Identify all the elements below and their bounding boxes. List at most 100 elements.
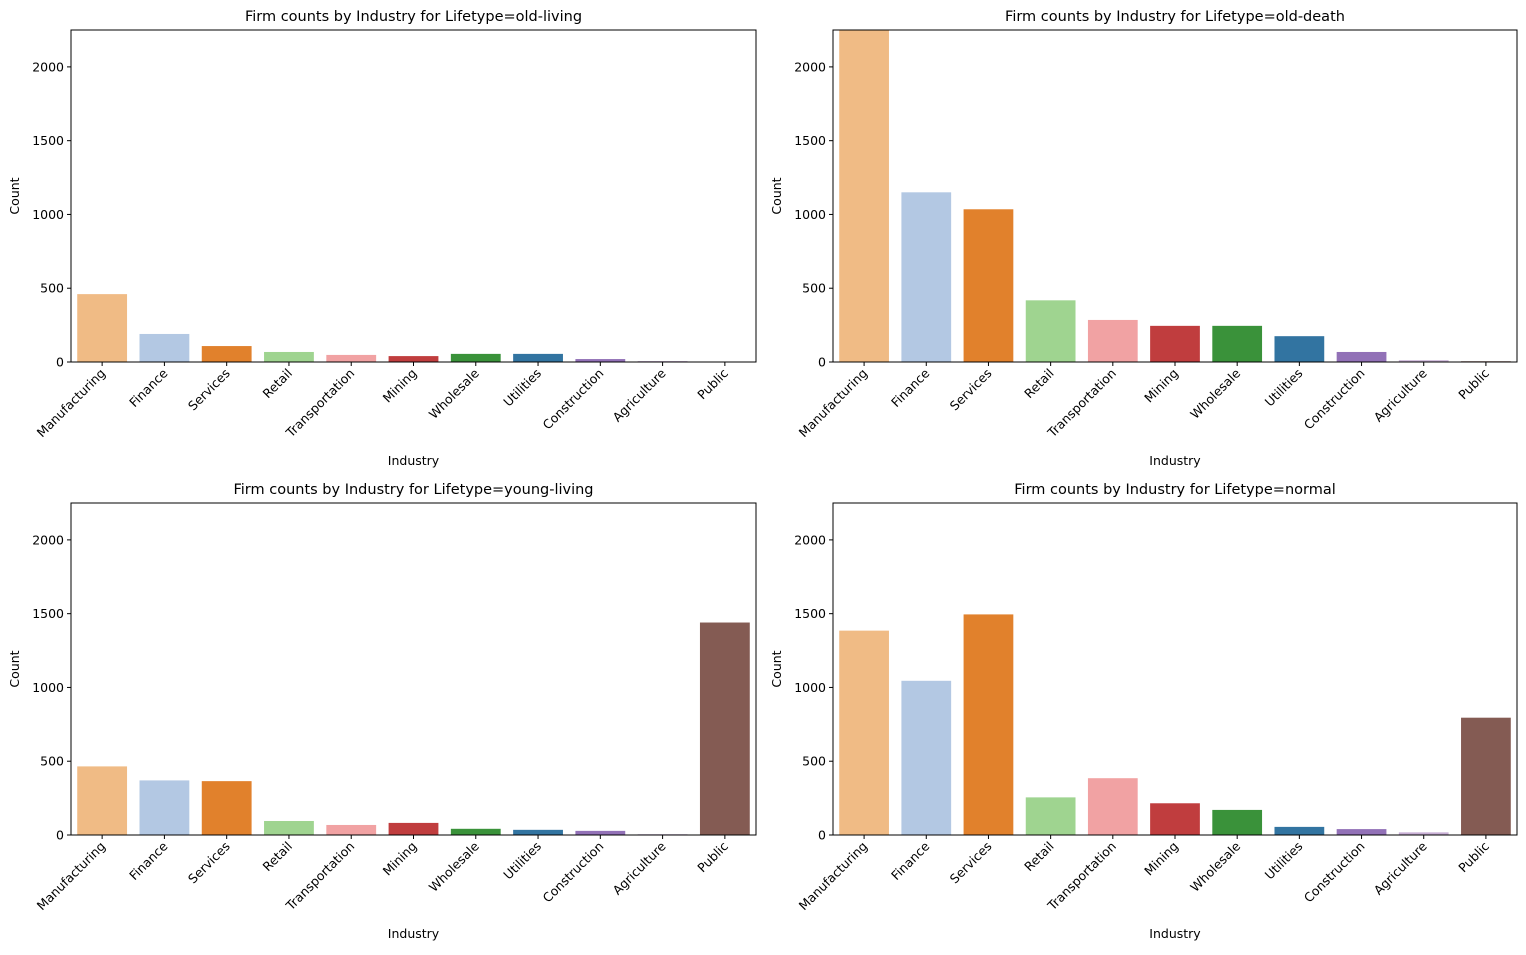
bar-construction: [1337, 352, 1387, 362]
bar-wholesale: [451, 354, 501, 362]
x-tick-label: Utilities: [500, 366, 544, 410]
y-tick-label: 1500: [32, 133, 64, 148]
y-axis-label: Count: [769, 177, 784, 214]
bar-retail: [1026, 797, 1076, 835]
bar-manufacturing: [839, 29, 889, 362]
bars: [839, 29, 1511, 362]
y-tick-label: 500: [40, 754, 64, 769]
bar-services: [964, 209, 1014, 362]
x-tick-label: Services: [185, 839, 233, 887]
x-tick-label: Utilities: [1262, 839, 1306, 883]
bar-manufacturing: [839, 631, 889, 835]
y-tick-label: 2000: [32, 532, 64, 547]
bars: [839, 614, 1511, 835]
x-tick-label: Wholesale: [426, 365, 482, 421]
bar-construction: [575, 831, 625, 835]
y-tick-label: 1000: [32, 207, 64, 222]
x-tick-label: Retail: [1021, 366, 1057, 402]
x-tick-label: Finance: [888, 838, 933, 883]
bar-transportation: [326, 825, 376, 835]
x-tick-label: Agriculture: [609, 838, 668, 897]
chart-title: Firm counts by Industry for Lifetype=old…: [1005, 9, 1345, 25]
x-tick-label: Mining: [1141, 366, 1181, 406]
bar-construction: [1337, 829, 1387, 835]
y-tick-label: 0: [56, 355, 64, 370]
x-tick-label: Construction: [1301, 839, 1368, 906]
chart-title: Firm counts by Industry for Lifetype=nor…: [1014, 482, 1336, 498]
bar-transportation: [1088, 320, 1138, 362]
y-tick-label: 1500: [794, 606, 826, 621]
bar-mining: [389, 823, 439, 835]
x-tick-label: Agriculture: [1371, 365, 1430, 424]
y-tick-label: 1000: [32, 680, 64, 695]
bar-utilities: [1274, 827, 1324, 835]
bar-finance: [901, 192, 951, 362]
x-tick-label: Agriculture: [1371, 838, 1430, 897]
y-tick-label: 0: [56, 828, 64, 843]
bar-utilities: [1274, 336, 1324, 362]
bar-finance: [140, 780, 190, 835]
x-tick-label: Construction: [1301, 366, 1368, 433]
x-tick-label: Manufacturing: [34, 366, 109, 441]
x-tick-label: Manufacturing: [796, 839, 871, 914]
x-tick-label: Wholesale: [1187, 838, 1243, 894]
bar-mining: [389, 356, 439, 362]
bar-retail: [264, 821, 314, 835]
y-tick-label: 0: [818, 355, 826, 370]
x-tick-label: Retail: [259, 839, 295, 875]
x-tick-label: Retail: [259, 366, 295, 402]
bar-mining: [1150, 326, 1200, 362]
bar-manufacturing: [77, 766, 127, 835]
x-tick-label: Services: [947, 839, 995, 887]
y-tick-label: 1500: [32, 606, 64, 621]
x-tick-label: Construction: [540, 839, 607, 906]
x-tick-label: Agriculture: [609, 365, 668, 424]
x-tick-label: Services: [185, 366, 233, 414]
x-tick-label: Public: [1455, 365, 1492, 402]
x-tick-label: Mining: [380, 839, 420, 879]
bar-manufacturing: [77, 294, 127, 362]
x-tick-label: Public: [1455, 838, 1492, 875]
bar-services: [202, 781, 252, 835]
x-axis-label: Industry: [388, 453, 440, 468]
y-tick-label: 500: [802, 281, 826, 296]
bar-utilities: [513, 830, 563, 835]
x-tick-label: Manufacturing: [796, 366, 871, 441]
bar-public: [1461, 718, 1511, 835]
y-tick-label: 1000: [794, 680, 826, 695]
x-tick-label: Manufacturing: [34, 839, 109, 914]
y-axis-label: Count: [769, 650, 784, 687]
bar-retail: [264, 352, 314, 362]
x-axis-label: Industry: [1149, 926, 1201, 941]
bar-retail: [1026, 300, 1076, 362]
y-tick-label: 1000: [794, 207, 826, 222]
y-tick-label: 1500: [794, 133, 826, 148]
x-axis-label: Industry: [388, 926, 440, 941]
y-tick-label: 500: [802, 754, 826, 769]
x-tick-label: Finance: [126, 838, 171, 883]
bar-wholesale: [1212, 326, 1262, 362]
x-tick-label: Finance: [126, 365, 171, 410]
chart-title: Firm counts by Industry for Lifetype=old…: [245, 9, 582, 25]
bar-utilities: [513, 354, 563, 362]
bar-services: [202, 346, 252, 362]
x-tick-label: Retail: [1021, 839, 1057, 875]
chart-panel-3: 0 500 1000 1500 2000 Manufacturing Finance Serv…: [7, 482, 756, 941]
x-tick-label: Utilities: [1262, 366, 1306, 410]
chart-title: Firm counts by Industry for Lifetype=you…: [233, 482, 593, 498]
y-tick-label: 2000: [32, 59, 64, 74]
bar-public: [700, 623, 750, 835]
x-tick-label: Utilities: [500, 839, 544, 883]
x-tick-label: Services: [947, 366, 995, 414]
bars: [77, 294, 750, 362]
bar-wholesale: [451, 829, 501, 835]
x-tick-label: Wholesale: [426, 838, 482, 894]
x-tick-label: Public: [694, 838, 731, 875]
x-tick-label: Public: [694, 365, 731, 402]
y-tick-label: 2000: [794, 532, 826, 547]
